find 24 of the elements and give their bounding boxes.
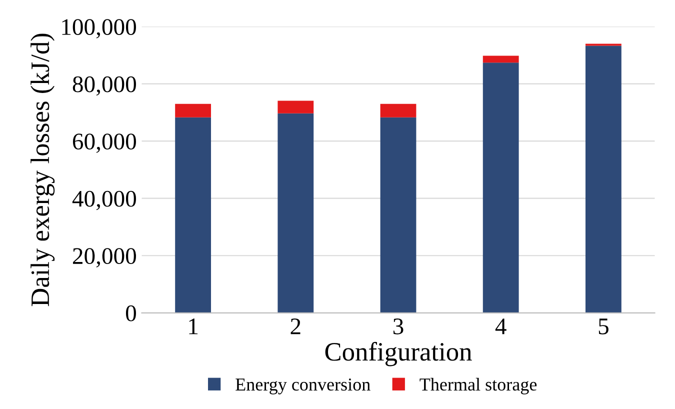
x-tick-label: 3 bbox=[393, 318, 404, 334]
x-tick-label: 1 bbox=[189, 318, 198, 334]
y-tick-label: 100,000 bbox=[62, 19, 136, 38]
y-tick-label: 40,000 bbox=[72, 190, 136, 210]
bar bbox=[482, 56, 519, 63]
bar bbox=[175, 117, 212, 313]
bar bbox=[278, 113, 314, 313]
bar bbox=[175, 104, 212, 118]
bar bbox=[278, 100, 314, 114]
y-tick-label: 20,000 bbox=[72, 248, 136, 268]
y-tick-label: 0 bbox=[126, 305, 136, 322]
bar bbox=[380, 117, 416, 313]
legend-label: Energy conversion bbox=[236, 378, 370, 394]
bar bbox=[585, 46, 622, 313]
bar bbox=[380, 104, 416, 118]
y-tick-label: 80,000 bbox=[72, 76, 136, 96]
x-tick-label: 4 bbox=[495, 318, 506, 334]
bar bbox=[482, 62, 519, 313]
y-axis-title: Daily exergy losses (kJ/d) bbox=[30, 34, 55, 306]
legend-label: Thermal storage bbox=[420, 378, 537, 394]
x-tick-label: 5 bbox=[598, 318, 608, 334]
x-tick-label: 2 bbox=[290, 318, 300, 334]
y-tick-label: 60,000 bbox=[72, 134, 136, 153]
x-axis-title: Configuration bbox=[325, 342, 472, 366]
